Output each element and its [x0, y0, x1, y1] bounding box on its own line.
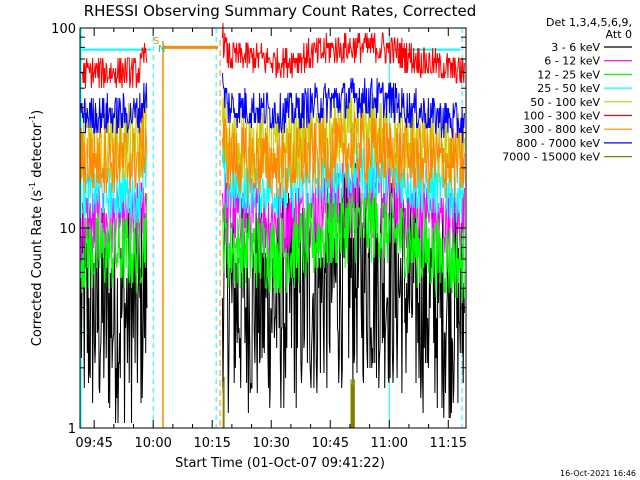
legend-header-line1: Det 1,3,4,5,6,9,: [546, 16, 632, 29]
legend-label-2: 12 - 25 keV: [537, 68, 600, 81]
y-axis-label-main: Corrected Count Rate (s: [30, 190, 45, 347]
series-line-6: [221, 112, 465, 199]
flag-s: S: [153, 36, 159, 47]
series-line-7: [80, 82, 148, 134]
y-axis-label-sup2: -1: [28, 115, 37, 123]
plot-area: [80, 22, 465, 428]
y-axis-label-close: ): [30, 110, 45, 115]
y-axis-label: Corrected Count Rate (s-1 detector-1): [28, 110, 45, 346]
series-line-1: [80, 182, 148, 264]
x-tick-label: 10:15: [193, 436, 230, 451]
legend-label-5: 100 - 300 keV: [523, 110, 600, 123]
y-tick-label: 10: [59, 222, 76, 237]
timestamp: 16-Oct-2021 16:46: [560, 469, 636, 478]
x-axis-label: Start Time (01-Oct-07 09:41:22): [175, 456, 385, 471]
series-line-2: [221, 182, 465, 304]
series-line-5: [221, 22, 465, 84]
y-axis-label-mid: detector: [30, 122, 45, 182]
x-axis: 09:45 10:00 10:15 10:30 10:45 11:00 11:15: [75, 28, 467, 451]
legend-label-3: 25 - 50 keV: [537, 82, 600, 95]
legend-label-4: 50 - 100 keV: [530, 96, 600, 109]
x-tick-label: 10:00: [134, 436, 171, 451]
legend-label-1: 6 - 12 keV: [544, 55, 600, 68]
series-line-4: [221, 92, 465, 189]
series-line-2: [80, 192, 148, 294]
legend-label-7: 800 - 7000 keV: [516, 137, 600, 150]
flag-n: N: [158, 44, 165, 55]
series-line-6: [80, 107, 148, 194]
y-tick-label: 1: [68, 422, 76, 437]
x-tick-label: 10:30: [252, 436, 289, 451]
y-tick-label: 100: [51, 22, 76, 37]
legend-header-line2: Att 0: [606, 28, 632, 41]
chart-title: RHESSI Observing Summary Count Rates, Co…: [84, 2, 477, 20]
x-tick-label: 09:45: [75, 436, 112, 451]
legend-label-0: 3 - 6 keV: [551, 41, 600, 54]
y-axis-label-sup1: -1: [28, 182, 37, 190]
legend-label-6: 300 - 800 keV: [523, 123, 600, 136]
series-line-7: [221, 72, 465, 144]
legend-label-8: 7000 - 15000 keV: [502, 151, 600, 164]
y-axis: 1 10 100: [51, 22, 466, 437]
x-tick-label: 11:15: [430, 436, 467, 451]
x-tick-label: 11:00: [371, 436, 408, 451]
series-line-5: [80, 42, 148, 89]
x-tick-label: 10:45: [312, 436, 349, 451]
